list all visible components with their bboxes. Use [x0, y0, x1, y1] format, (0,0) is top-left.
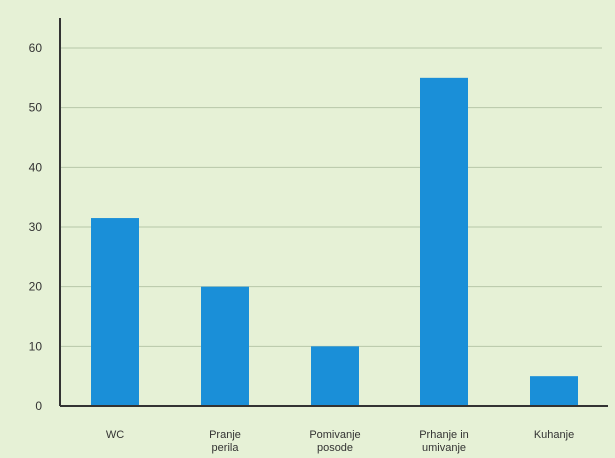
y-tick-label: 40	[29, 160, 43, 174]
x-axis-labels: WC Pranje perila Pomivanje posode Prhanje in u…	[106, 429, 574, 454]
bar	[91, 218, 139, 406]
y-tick-label: 20	[29, 280, 43, 294]
gridlines	[60, 47, 602, 347]
y-tick-label: 30	[29, 220, 43, 234]
y-axis-ticks: 0 10 20 30 40 50 60	[29, 41, 43, 413]
y-tick-label: 0	[35, 399, 42, 413]
bar	[530, 376, 578, 406]
y-tick-label: 10	[29, 339, 43, 353]
y-tick-label: 60	[29, 41, 43, 55]
y-tick-label: 50	[29, 101, 43, 115]
bar	[420, 77, 468, 406]
x-category-label: Kuhanje	[534, 429, 574, 441]
bars	[91, 77, 578, 406]
x-category-label: Pomivanje posode	[309, 429, 360, 454]
x-category-label: Prhanje in umivanje	[419, 429, 469, 454]
bar	[201, 286, 249, 406]
x-category-label: WC	[106, 429, 124, 441]
x-category-label: Pranje perila	[209, 429, 241, 454]
bar	[311, 346, 359, 406]
